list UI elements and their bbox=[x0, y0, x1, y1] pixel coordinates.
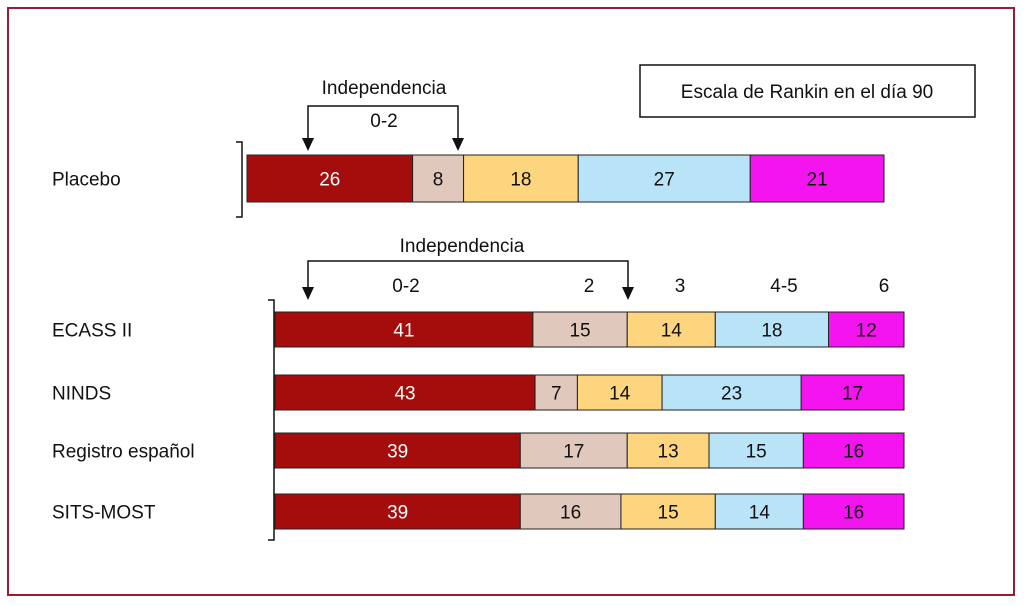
data-label-r0-s0: 26 bbox=[319, 170, 340, 191]
data-label-r4-s4: 16 bbox=[843, 503, 864, 524]
placebo-group-bracket bbox=[236, 141, 243, 218]
data-label-r1-s2: 14 bbox=[661, 321, 683, 342]
data-label-r0-s4: 21 bbox=[807, 170, 828, 191]
bar-segment-r3-s3 bbox=[708, 432, 804, 469]
bar-segment-r0-s2 bbox=[463, 154, 579, 203]
figure-frame bbox=[7, 7, 1015, 596]
legend-box-text: Escala de Rankin en el día 90 bbox=[681, 82, 933, 103]
row-label-0: Placebo bbox=[52, 170, 121, 191]
data-label-r4-s0: 39 bbox=[387, 503, 408, 524]
bar-segment-r4-s2 bbox=[620, 493, 716, 530]
top-independence-title: Independencia bbox=[322, 78, 447, 99]
bottom-category-0: 0-2 bbox=[392, 276, 419, 297]
data-label-r1-s1: 15 bbox=[569, 321, 590, 342]
data-label-r1-s0: 41 bbox=[393, 321, 414, 342]
data-label-r3-s1: 17 bbox=[563, 442, 584, 463]
bar-segment-r2-s3 bbox=[661, 374, 802, 411]
data-label-r1-s3: 18 bbox=[761, 321, 782, 342]
data-label-r2-s4: 17 bbox=[842, 384, 863, 405]
row-labels-layer: Placebo ECASS II NINDS Registro español SITS… bbox=[52, 170, 195, 524]
row-label-3: Registro español bbox=[52, 442, 195, 463]
data-label-r0-s3: 27 bbox=[654, 170, 675, 191]
data-label-r2-s1: 7 bbox=[551, 384, 562, 405]
bar-segment-r2-s1 bbox=[534, 374, 578, 411]
legend-box bbox=[639, 64, 976, 118]
top-bracket-arrow-right bbox=[452, 138, 464, 151]
bottom-independence-title: Independencia bbox=[400, 236, 525, 257]
data-label-r4-s2: 15 bbox=[658, 503, 679, 524]
bar-segment-r4-s1 bbox=[519, 493, 622, 530]
bottom-bracket-arrow-left bbox=[302, 287, 314, 300]
top-independence-range: 0-2 bbox=[370, 111, 397, 132]
bar-segment-r1-s4 bbox=[828, 311, 905, 348]
bar-segment-r1-s1 bbox=[532, 311, 628, 348]
bar-segment-r2-s4 bbox=[800, 374, 905, 411]
trials-group-bracket bbox=[268, 299, 275, 541]
bottom-bracket-arrow-right bbox=[622, 287, 634, 300]
data-label-r1-s4: 12 bbox=[856, 321, 877, 342]
data-label-r3-s3: 15 bbox=[746, 442, 767, 463]
bottom-bracket-line bbox=[307, 260, 629, 287]
bottom-category-3: 4-5 bbox=[770, 276, 797, 297]
data-label-r4-s1: 16 bbox=[560, 503, 581, 524]
bar-segment-r3-s4 bbox=[802, 432, 905, 469]
bar-segment-r0-s4 bbox=[749, 154, 885, 203]
row-label-2: NINDS bbox=[52, 384, 111, 405]
row-label-4: SITS-MOST bbox=[52, 503, 156, 524]
bar-segment-r4-s4 bbox=[802, 493, 905, 530]
bar-segment-r3-s0 bbox=[274, 432, 521, 469]
top-bracket-arrow-left bbox=[302, 138, 314, 151]
row-label-1: ECASS II bbox=[52, 321, 132, 342]
bottom-category-4: 6 bbox=[879, 276, 890, 297]
bar-segment-r3-s1 bbox=[519, 432, 628, 469]
bar-segment-r1-s2 bbox=[626, 311, 716, 348]
top-bracket-line bbox=[307, 105, 459, 140]
bottom-category-1: 2 bbox=[584, 276, 595, 297]
data-label-r2-s2: 14 bbox=[609, 384, 631, 405]
data-label-r0-s2: 18 bbox=[510, 170, 531, 191]
bar-segment-r1-s0 bbox=[274, 311, 534, 348]
bar-segment-r0-s3 bbox=[577, 154, 751, 203]
bar-segment-r4-s0 bbox=[274, 493, 521, 530]
bar-segment-r0-s1 bbox=[412, 154, 465, 203]
data-label-r3-s0: 39 bbox=[387, 442, 408, 463]
bar-segment-r2-s0 bbox=[274, 374, 536, 411]
bar-segment-r3-s2 bbox=[626, 432, 710, 469]
data-label-r2-s0: 43 bbox=[394, 384, 415, 405]
data-label-r3-s2: 13 bbox=[658, 442, 679, 463]
data-label-r2-s3: 23 bbox=[721, 384, 742, 405]
bar-segment-r4-s3 bbox=[714, 493, 804, 530]
data-label-r3-s4: 16 bbox=[843, 442, 864, 463]
bar-segment-r2-s2 bbox=[576, 374, 663, 411]
data-label-r0-s1: 8 bbox=[433, 170, 444, 191]
data-label-r4-s3: 14 bbox=[749, 503, 771, 524]
bottom-category-2: 3 bbox=[675, 276, 686, 297]
